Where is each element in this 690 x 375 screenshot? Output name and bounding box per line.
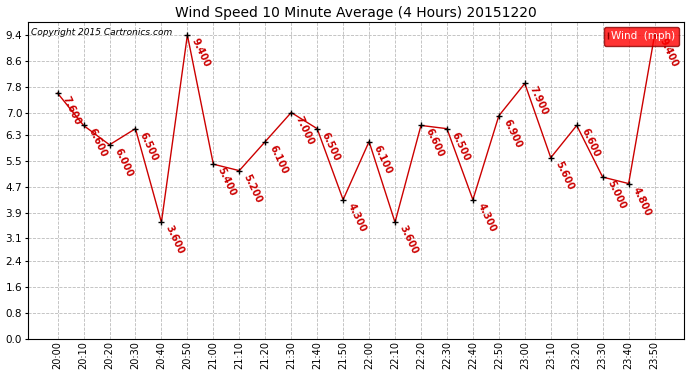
Text: 6.600: 6.600 [580, 127, 602, 159]
Text: 4.300: 4.300 [475, 201, 497, 233]
Text: Copyright 2015 Cartronics.com: Copyright 2015 Cartronics.com [31, 28, 172, 38]
Text: 3.600: 3.600 [397, 224, 420, 256]
Text: 3.600: 3.600 [164, 224, 186, 256]
Title: Wind Speed 10 Minute Average (4 Hours) 20151220: Wind Speed 10 Minute Average (4 Hours) 2… [175, 6, 537, 20]
Text: 5.600: 5.600 [553, 159, 575, 191]
Text: 6.500: 6.500 [449, 130, 471, 162]
Text: 6.600: 6.600 [424, 127, 446, 159]
Text: 9.400: 9.400 [190, 37, 212, 69]
Text: 5.400: 5.400 [216, 166, 238, 198]
Text: 9.400: 9.400 [657, 37, 679, 69]
Text: 6.900: 6.900 [502, 117, 524, 150]
Text: 6.500: 6.500 [319, 130, 342, 162]
Text: 6.600: 6.600 [86, 127, 108, 159]
Text: 4.300: 4.300 [346, 201, 368, 233]
Text: 4.800: 4.800 [631, 185, 653, 218]
Text: 6.500: 6.500 [138, 130, 160, 162]
Text: 6.000: 6.000 [112, 146, 134, 178]
Text: 7.000: 7.000 [294, 114, 316, 146]
Text: 5.200: 5.200 [242, 172, 264, 204]
Text: 6.100: 6.100 [268, 143, 290, 175]
Text: 7.600: 7.600 [60, 95, 82, 127]
Text: 7.900: 7.900 [527, 85, 549, 117]
Legend: Wind  (mph): Wind (mph) [604, 27, 679, 46]
Text: 6.100: 6.100 [372, 143, 394, 175]
Text: 5.000: 5.000 [605, 179, 627, 211]
